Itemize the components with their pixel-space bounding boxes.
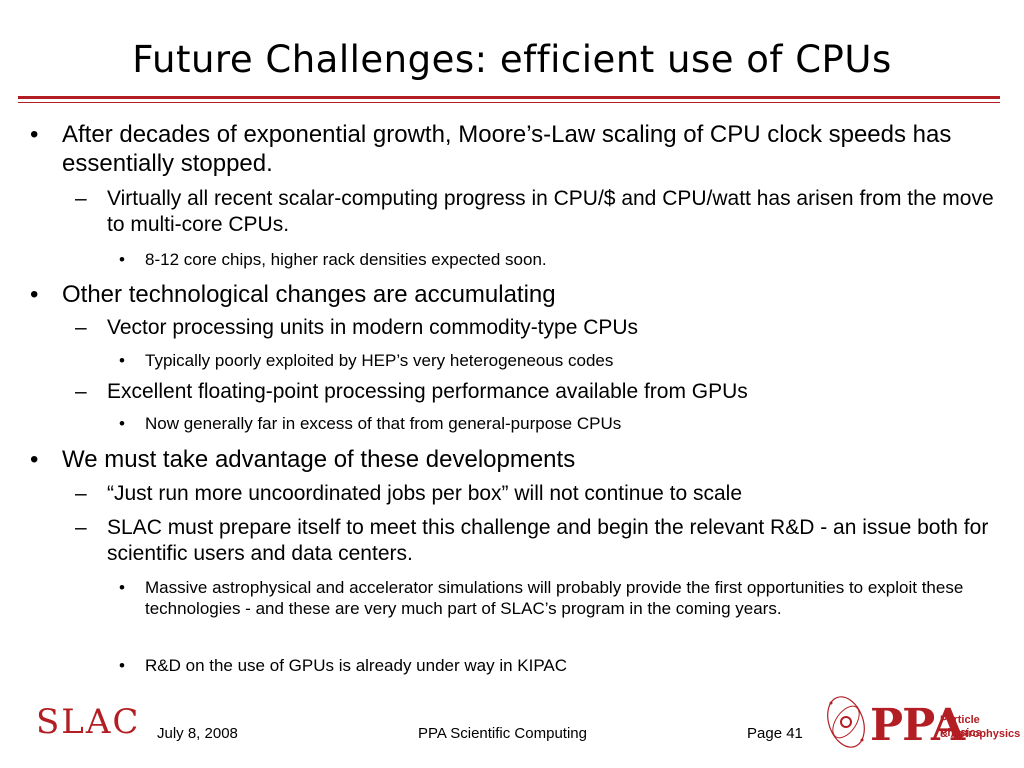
- bullet-l1: • After decades of exponential growth, M…: [30, 120, 1002, 178]
- bullet-text: Virtually all recent scalar-computing pr…: [107, 187, 994, 236]
- bullet-l2: – SLAC must prepare itself to meet this …: [75, 515, 1002, 567]
- bullet-text: Massive astrophysical and accelerator si…: [145, 578, 964, 618]
- bullet-text: Now generally far in excess of that from…: [145, 414, 622, 433]
- bullet-l3: • Massive astrophysical and accelerator …: [119, 577, 965, 619]
- bullet-mark: –: [75, 316, 87, 339]
- footer-page-number: Page 41: [747, 725, 803, 742]
- bullet-text: Vector processing units in modern commod…: [107, 316, 639, 339]
- bullet-l1: • Other technological changes are accumu…: [30, 280, 1002, 309]
- slac-logo: SLAC: [36, 702, 141, 742]
- bullet-mark: –: [75, 516, 87, 539]
- bullet-l2: – Virtually all recent scalar-computing …: [75, 186, 1002, 238]
- ppa-logo-subtitle-2: & Astrophysics: [940, 728, 1021, 740]
- bullet-l2: – “Just run more uncoordinated jobs per …: [75, 481, 1002, 507]
- footer-center: PPA Scientific Computing: [418, 725, 587, 742]
- title-rule-thick: [18, 96, 1000, 99]
- bullet-mark: •: [119, 656, 125, 675]
- ppa-logo-text: PPA: [870, 700, 965, 751]
- bullet-l3: • 8-12 core chips, higher rack densities…: [119, 249, 965, 270]
- footer-date: July 8, 2008: [157, 725, 238, 742]
- bullet-text: R&D on the use of GPUs is already under …: [145, 656, 568, 675]
- slide-title: Future Challenges: efficient use of CPUs: [132, 38, 892, 81]
- bullet-l3: • Now generally far in excess of that fr…: [119, 413, 965, 434]
- bullet-mark: •: [30, 121, 39, 148]
- bullet-text: Excellent floating-point processing perf…: [107, 380, 748, 403]
- bullet-l1: • We must take advantage of these develo…: [30, 445, 1002, 474]
- bullet-mark: •: [30, 446, 39, 473]
- bullet-mark: –: [75, 482, 87, 505]
- slide-body: • After decades of exponential growth, M…: [30, 120, 1002, 676]
- bullet-mark: •: [30, 281, 39, 308]
- bullet-mark: •: [119, 351, 125, 370]
- bullet-mark: •: [119, 578, 125, 597]
- bullet-text: SLAC must prepare itself to meet this ch…: [107, 516, 989, 565]
- bullet-mark: –: [75, 187, 87, 210]
- bullet-text: After decades of exponential growth, Moo…: [62, 121, 952, 177]
- bullet-l3: • Typically poorly exploited by HEP’s ve…: [119, 350, 965, 371]
- bullet-mark: –: [75, 380, 87, 403]
- bullet-mark: •: [119, 414, 125, 433]
- bullet-text: We must take advantage of these developm…: [62, 446, 576, 473]
- bullet-text: Typically poorly exploited by HEP’s very…: [145, 351, 614, 370]
- bullet-l3: • R&D on the use of GPUs is already unde…: [119, 655, 965, 676]
- bullet-text: 8-12 core chips, higher rack densities e…: [145, 250, 547, 269]
- title-rule-thin: [18, 102, 1000, 103]
- bullet-text: “Just run more uncoordinated jobs per bo…: [107, 482, 743, 505]
- ppa-logo-icon: [827, 696, 865, 748]
- bullet-l2: – Excellent floating-point processing pe…: [75, 379, 1002, 405]
- ppa-logo-subtitle-1: Particle Physics: [940, 714, 982, 739]
- bullet-mark: •: [119, 250, 125, 269]
- bullet-l2: – Vector processing units in modern comm…: [75, 315, 1002, 341]
- bullet-text: Other technological changes are accumula…: [62, 281, 556, 308]
